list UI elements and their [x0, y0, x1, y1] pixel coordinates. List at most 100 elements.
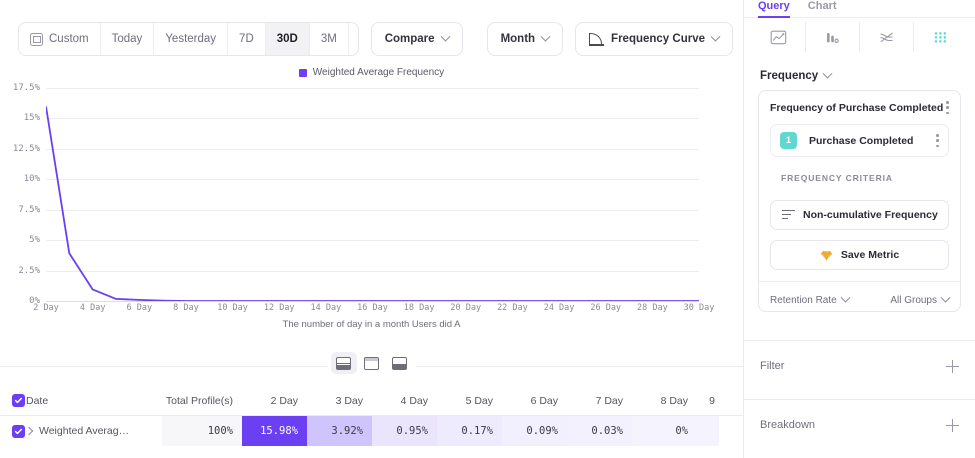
row-checkbox[interactable]: [11, 424, 25, 438]
gridline: [46, 240, 699, 241]
table-header-row: Date Total Profile(s) 2 Day 3 Day 4 Day …: [0, 386, 743, 416]
x-axis-tick: 18 Day: [403, 303, 435, 313]
row-select-cell[interactable]: [0, 424, 26, 438]
query-step[interactable]: 1 Purchase Completed: [770, 124, 949, 157]
add-filter-button[interactable]: [946, 359, 959, 373]
x-axis-tick: 2 Day: [33, 303, 59, 313]
layout-toggle-table-only[interactable]: [387, 352, 413, 374]
query-panel: Query Chart: [743, 0, 975, 458]
frequency-section-header[interactable]: Frequency: [744, 56, 975, 90]
tab-chart[interactable]: Chart: [807, 0, 837, 12]
date-pill-yesterday[interactable]: Yesterday: [154, 23, 229, 55]
y-axis-tick: 7.5%: [18, 204, 40, 215]
chart-gridlines: [46, 88, 699, 302]
column-header-3day[interactable]: 3 Day: [335, 394, 363, 407]
split-view-icon: [335, 356, 352, 370]
y-axis-tick: 0%: [29, 296, 40, 306]
cell-3day: 3.92%: [307, 416, 372, 446]
groups-label: All Groups: [890, 295, 937, 306]
chart-plot-area: 0% 2.5% 5% 7.5% 10% 12.5% 15% 17.5% 2 Day 4 Day 6…: [0, 83, 743, 330]
x-axis-title: The number of day in a month Users did A: [282, 319, 461, 330]
chevron-down-icon: [822, 68, 833, 79]
x-axis-tick: 26 Day: [590, 303, 622, 313]
step-more-options-icon[interactable]: [936, 134, 939, 147]
dot-grid-icon-button[interactable]: [914, 22, 967, 52]
step-badge: 1: [780, 132, 797, 149]
retention-rate-label: Retention Rate: [770, 295, 837, 306]
query-card-footer: Retention Rate All Groups: [759, 281, 960, 311]
row-label: Weighted Average ...: [39, 425, 131, 437]
cell-4day: 0.95%: [372, 416, 437, 446]
frequency-chart: Weighted Average Frequency 0% 2.5% 5% 7.5% 1…: [0, 62, 743, 347]
breakdown-divider: [744, 399, 975, 400]
gridline: [46, 88, 699, 89]
date-pill-yesterday-label: Yesterday: [165, 33, 217, 45]
column-header-total-profiles[interactable]: Total Profile(s): [165, 394, 233, 407]
date-pill-6m[interactable]: 6M: [349, 23, 358, 55]
x-axis-tick: 22 Day: [497, 303, 528, 313]
main-content: Custom Today Yesterday 7D 30D 3M 6M 12M …: [0, 22, 743, 458]
chart-type-label: Frequency Curve: [611, 33, 705, 45]
layout-toggle-chart-only[interactable]: [359, 352, 385, 374]
date-range-pill-group[interactable]: Custom Today Yesterday 7D 30D 3M 6M 12M …: [18, 22, 359, 56]
row-label-cell[interactable]: Weighted Average ...: [24, 425, 162, 437]
trend-chart-icon-button[interactable]: [752, 22, 806, 52]
tab-query[interactable]: Query: [758, 0, 790, 18]
gridline: [46, 179, 699, 180]
chart-type-dropdown[interactable]: Frequency Curve: [575, 22, 733, 56]
x-axis-tick: 24 Day: [543, 303, 575, 313]
gem-icon: [820, 250, 832, 261]
date-pill-7d[interactable]: 7D: [228, 23, 266, 55]
bar-chart-icon: [827, 32, 839, 43]
save-metric-button[interactable]: Save Metric: [770, 240, 949, 270]
granularity-dropdown[interactable]: Month: [486, 22, 564, 56]
flow-lines-icon-button[interactable]: [860, 22, 914, 52]
select-all-checkbox[interactable]: [11, 394, 25, 407]
breakdown-section: Breakdown: [744, 414, 975, 436]
groups-dropdown[interactable]: All Groups: [890, 292, 951, 306]
chevron-right-icon[interactable]: [24, 426, 34, 436]
panel-tabs: Query Chart: [744, 0, 975, 18]
date-pill-today[interactable]: Today: [101, 23, 155, 55]
y-axis-tick: 10%: [23, 174, 40, 185]
date-pill-30d[interactable]: 30D: [265, 23, 310, 55]
column-header-4day[interactable]: 4 Day: [400, 394, 428, 407]
compare-button[interactable]: Compare: [370, 22, 463, 56]
date-pill-custom[interactable]: Custom: [19, 23, 101, 55]
save-metric-label: Save Metric: [840, 249, 900, 261]
query-card-header: Frequency of Purchase Completed: [770, 101, 949, 114]
chart-only-view-icon: [364, 356, 379, 370]
column-header-7day[interactable]: 7 Day: [595, 394, 623, 407]
more-options-icon[interactable]: [946, 101, 949, 114]
chart-line-series: [46, 88, 699, 301]
frequency-section-label: Frequency: [760, 70, 819, 82]
layout-toggle-split[interactable]: [330, 352, 357, 374]
filter-section: Filter: [744, 355, 975, 377]
chevron-down-icon: [710, 31, 721, 42]
y-axis-tick: 2.5%: [18, 265, 40, 276]
tabs-underline: [744, 17, 975, 18]
x-axis-labels: 2 Day 4 Day 6 Day 8 Day 10 Day 12 Day 14 Day 16…: [33, 303, 714, 317]
retention-rate-dropdown[interactable]: Retention Rate: [770, 292, 851, 306]
select-all-cell[interactable]: [0, 394, 26, 407]
gridline: [46, 271, 699, 272]
non-cumulative-frequency-button[interactable]: Non-cumulative Frequency: [770, 200, 949, 230]
add-breakdown-button[interactable]: [946, 418, 959, 432]
x-axis-tick: 28 Day: [636, 303, 668, 313]
date-pill-3m[interactable]: 3M: [310, 23, 349, 55]
column-header-5day[interactable]: 5 Day: [465, 394, 493, 407]
data-table: Date Total Profile(s) 2 Day 3 Day 4 Day …: [0, 386, 743, 458]
layout-toggle-group: [0, 352, 743, 374]
x-axis-tick: 12 Day: [263, 303, 295, 313]
cell-9day: [697, 416, 719, 446]
column-header-2day[interactable]: 2 Day: [270, 394, 298, 407]
non-cumulative-frequency-label: Non-cumulative Frequency: [803, 209, 938, 221]
column-header-date[interactable]: Date: [26, 394, 49, 407]
column-header-8day[interactable]: 8 Day: [660, 394, 688, 407]
column-header-6day[interactable]: 6 Day: [530, 394, 558, 407]
bar-chart-icon-button[interactable]: [806, 22, 860, 52]
x-axis-tick: 8 Day: [173, 303, 199, 313]
column-header-9day[interactable]: 9: [709, 394, 715, 407]
criteria-lines-icon: [782, 209, 795, 221]
calendar-icon: [30, 32, 43, 46]
